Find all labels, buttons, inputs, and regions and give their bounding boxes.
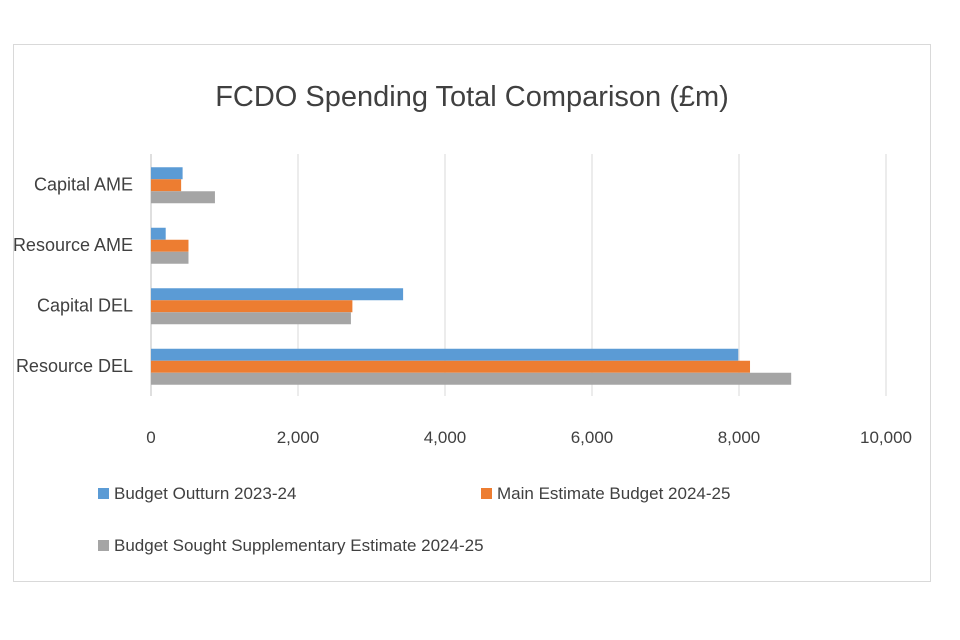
bar-resource-del-series-0 (151, 348, 739, 361)
bar-resource-ame-series-0 (151, 227, 166, 240)
bar-resource-ame-series-2 (151, 251, 189, 264)
x-tick-label: 0 (146, 428, 155, 447)
x-tick-label: 2,000 (277, 428, 320, 447)
category-label: Resource DEL (16, 356, 133, 376)
x-tick-label: 6,000 (571, 428, 614, 447)
category-label: Resource AME (13, 235, 133, 255)
legend-label-0: Budget Outturn 2023-24 (114, 484, 296, 503)
legend-swatch-0 (98, 488, 109, 499)
category-axis: Capital AME Resource AME Capital DEL Resour… (13, 174, 133, 376)
category-label: Capital DEL (37, 295, 133, 315)
bar-resource-ame-series-1 (151, 239, 189, 252)
legend-swatch-1 (481, 488, 492, 499)
category-label: Capital AME (34, 174, 133, 194)
bar-capital-ame-series-2 (151, 191, 215, 204)
legend-swatch-2 (98, 540, 109, 551)
x-tick-label: 4,000 (424, 428, 467, 447)
bar-capital-ame-series-1 (151, 179, 182, 192)
legend-label-1: Main Estimate Budget 2024-25 (497, 484, 730, 503)
bar-capital-ame-series-0 (151, 167, 183, 180)
bar-capital-del-series-2 (151, 312, 351, 325)
legend-label-2: Budget Sought Supplementary Estimate 202… (114, 536, 484, 555)
bar-capital-del-series-0 (151, 288, 404, 301)
legend: Budget Outturn 2023-24 Main Estimate Budg… (98, 484, 730, 555)
bar-resource-del-series-1 (151, 360, 751, 373)
bar-capital-del-series-1 (151, 300, 353, 313)
value-axis: 0 2,000 4,000 6,000 8,000 10,000 (146, 428, 912, 447)
bar-resource-del-series-2 (151, 372, 792, 385)
x-tick-label: 8,000 (718, 428, 761, 447)
chart-title: FCDO Spending Total Comparison (£m) (215, 81, 729, 113)
x-tick-label: 10,000 (860, 428, 912, 447)
bars (151, 167, 792, 385)
